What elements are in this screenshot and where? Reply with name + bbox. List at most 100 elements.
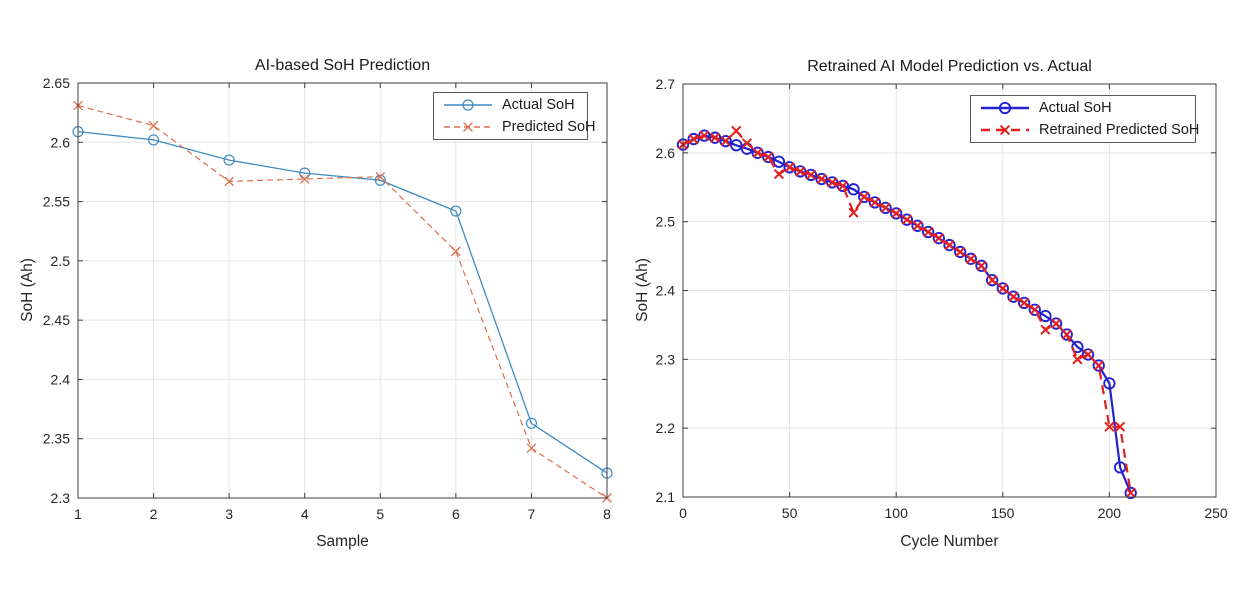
data-point-marker bbox=[699, 130, 710, 141]
ticks bbox=[77, 82, 608, 499]
data-point-marker bbox=[934, 233, 944, 243]
data-point-marker bbox=[1051, 318, 1061, 329]
data-point-marker bbox=[1019, 298, 1029, 308]
data-point-marker bbox=[1083, 349, 1093, 360]
left-chart-title: AI-based SoH Prediction bbox=[254, 57, 431, 74]
data-point-marker bbox=[148, 121, 159, 131]
x-tick-label: 7 bbox=[528, 506, 536, 522]
grid bbox=[683, 84, 1216, 497]
right-x-axis-label: Cycle Number bbox=[900, 533, 999, 550]
data-point-marker bbox=[975, 259, 988, 272]
ticks bbox=[682, 83, 1217, 498]
y-tick-label: 2.4 bbox=[51, 371, 71, 387]
data-point-marker bbox=[955, 247, 965, 257]
line-circle-sample-icon bbox=[444, 99, 492, 111]
data-point-marker bbox=[998, 101, 1012, 115]
y-tick-label: 2.45 bbox=[43, 312, 70, 328]
data-point-marker bbox=[1028, 303, 1041, 316]
data-point-marker bbox=[1008, 291, 1019, 302]
plot-box bbox=[77, 82, 608, 499]
data-point-marker bbox=[1115, 421, 1125, 432]
dashed-x-sample-icon bbox=[981, 125, 1029, 135]
series-line bbox=[682, 129, 1132, 494]
data-point-marker bbox=[1113, 461, 1127, 474]
data-point-marker bbox=[859, 192, 870, 202]
data-point-marker bbox=[463, 122, 473, 132]
data-point-marker bbox=[710, 132, 720, 143]
left-plot-area: 1 2 3 4 5 6 7 8 2.3 2.35 2.4 2.45 2.5 2.55 2.6 2.65 bbox=[43, 75, 613, 522]
series-0 bbox=[676, 129, 1137, 500]
y-tick-label: 2.6 bbox=[51, 134, 71, 150]
y-tick-label: 2.1 bbox=[656, 489, 676, 505]
data-point-marker bbox=[902, 214, 912, 225]
data-point-marker bbox=[891, 208, 901, 219]
x-tick-label: 6 bbox=[452, 506, 460, 522]
data-point-marker bbox=[299, 167, 311, 179]
data-point-marker bbox=[719, 134, 732, 148]
data-point-marker bbox=[1029, 304, 1040, 315]
right-plot-area: 0 50 100 150 200 250 2.1 2.2 2.3 2.4 2.5 2.6 2.7 bbox=[656, 76, 1228, 521]
data-point-marker bbox=[806, 170, 816, 180]
data-point-marker bbox=[1017, 296, 1031, 310]
data-point-marker bbox=[1081, 348, 1095, 361]
data-point-marker bbox=[932, 232, 945, 245]
legend-label: Retrained Predicted SoH bbox=[1039, 122, 1200, 138]
data-point-marker bbox=[1104, 421, 1115, 432]
right-y-axis-label: SoH (Ah) bbox=[634, 258, 651, 322]
data-point-marker bbox=[762, 150, 775, 164]
data-point-marker bbox=[462, 99, 474, 111]
data-point-marker bbox=[996, 282, 1009, 295]
legend-label: Predicted SoH bbox=[502, 119, 596, 135]
data-point-marker bbox=[451, 246, 461, 257]
y-tick-label: 2.7 bbox=[656, 76, 676, 92]
legend-entry: Actual SoH bbox=[434, 94, 587, 116]
data-point-marker bbox=[836, 179, 850, 193]
data-point-marker bbox=[870, 197, 880, 208]
data-point-marker bbox=[998, 283, 1008, 294]
y-tick-label: 2.4 bbox=[656, 283, 676, 299]
data-point-marker bbox=[374, 174, 386, 186]
legend-label: Actual SoH bbox=[502, 97, 575, 113]
data-point-marker bbox=[943, 238, 956, 252]
x-tick-label: 100 bbox=[885, 505, 909, 521]
data-point-marker bbox=[450, 205, 462, 217]
x-tick-label: 5 bbox=[376, 506, 384, 522]
data-point-marker bbox=[964, 252, 977, 265]
data-point-marker bbox=[1092, 359, 1105, 372]
y-tick-label: 2.5 bbox=[656, 214, 676, 230]
data-point-marker bbox=[880, 203, 891, 213]
series-1 bbox=[73, 100, 612, 503]
right-chart: 0 50 100 150 200 250 2.1 2.2 2.3 2.4 2.5 2.6 2.7 Ret… bbox=[623, 0, 1247, 612]
data-point-marker bbox=[858, 190, 871, 204]
left-y-axis-label: SoH (Ah) bbox=[19, 258, 36, 322]
legend-label: Actual SoH bbox=[1039, 100, 1112, 116]
y-tick-label: 2.55 bbox=[43, 194, 70, 210]
legend-entry: Retrained Predicted SoH bbox=[971, 119, 1199, 141]
y-tick-label: 2.35 bbox=[43, 431, 70, 447]
data-point-marker bbox=[688, 134, 699, 144]
legend-entry: Predicted SoH bbox=[434, 116, 596, 138]
data-point-marker bbox=[976, 260, 987, 271]
data-point-marker bbox=[783, 161, 796, 174]
data-point-marker bbox=[763, 152, 774, 162]
data-point-marker bbox=[784, 162, 795, 173]
data-point-marker bbox=[804, 168, 818, 182]
data-point-marker bbox=[751, 146, 764, 159]
x-tick-label: 3 bbox=[225, 506, 233, 522]
data-point-marker bbox=[879, 201, 892, 215]
data-point-marker bbox=[1049, 317, 1063, 330]
data-point-marker bbox=[526, 443, 537, 453]
data-point-marker bbox=[868, 196, 882, 209]
data-point-marker bbox=[687, 132, 700, 146]
data-point-marker bbox=[1093, 360, 1104, 371]
data-point-marker bbox=[731, 126, 742, 136]
x-tick-label: 200 bbox=[1098, 505, 1122, 521]
data-point-marker bbox=[147, 134, 160, 146]
grid bbox=[78, 83, 607, 498]
data-point-marker bbox=[1124, 486, 1137, 500]
data-point-marker bbox=[985, 274, 999, 287]
y-tick-label: 2.5 bbox=[51, 253, 71, 269]
data-point-marker bbox=[794, 165, 807, 178]
data-point-marker bbox=[1125, 488, 1136, 498]
data-point-marker bbox=[900, 213, 914, 226]
